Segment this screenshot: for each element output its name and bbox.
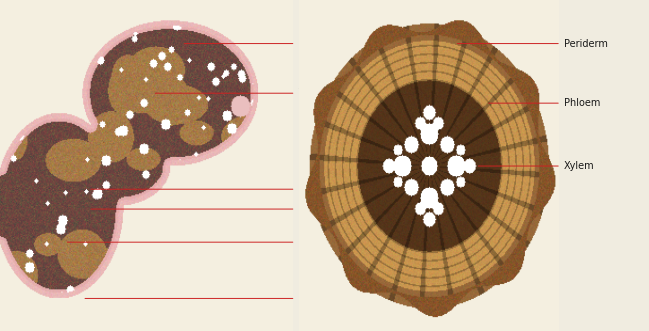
Text: Chlorenchyma: Chlorenchyma <box>67 237 369 247</box>
Text: Phloem: Phloem <box>91 204 335 214</box>
Text: Sclerenchyma: Sclerenchyma <box>85 294 367 304</box>
Text: Epidermis: Epidermis <box>184 39 347 49</box>
Text: Phloem: Phloem <box>489 98 600 108</box>
Text: Trichome: Trichome <box>155 88 343 98</box>
Text: Xylem: Xylem <box>478 161 594 171</box>
Text: Xylem: Xylem <box>91 184 329 194</box>
Text: Periderm: Periderm <box>458 39 607 49</box>
